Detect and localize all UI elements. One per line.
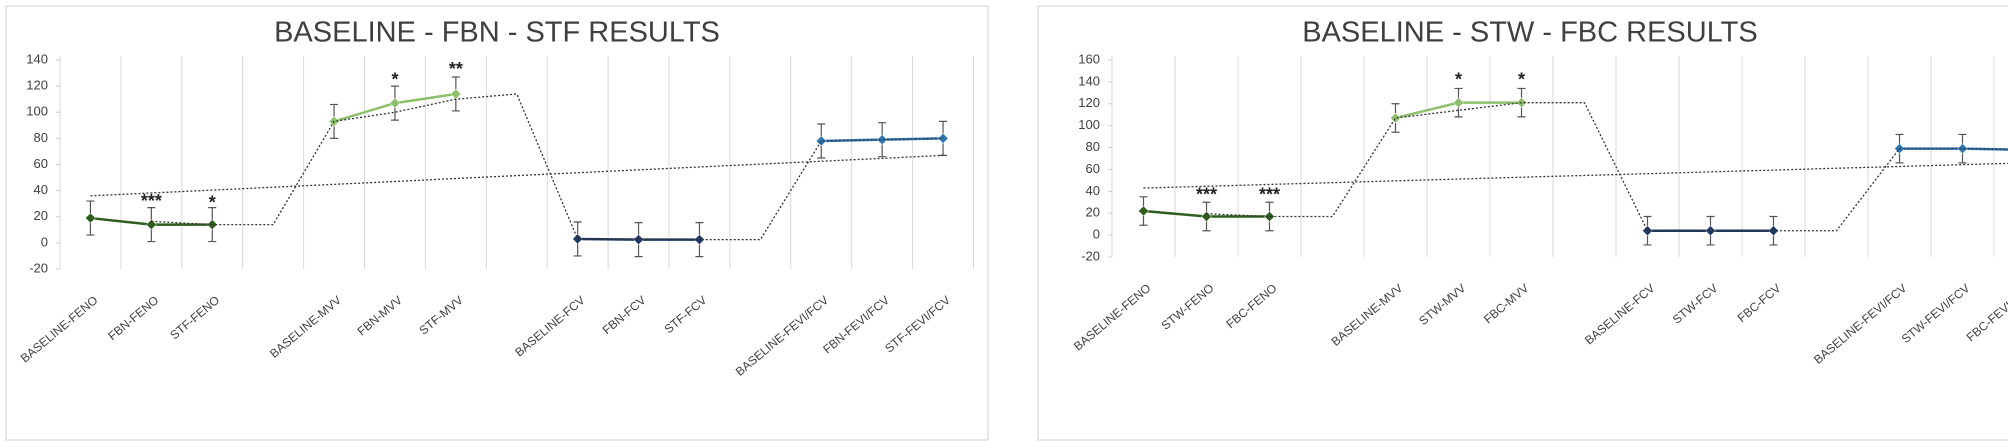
- annotation: ***: [141, 191, 162, 211]
- marker: [1201, 211, 1212, 222]
- y-tick-label: 40: [1086, 183, 1100, 198]
- dotted-line: [151, 93, 944, 241]
- y-tick-label: 20: [1086, 205, 1100, 220]
- marker: [145, 219, 157, 230]
- marker: [633, 234, 644, 245]
- y-tick-label: 140: [1078, 73, 1100, 88]
- y-tick-label: 140: [26, 51, 48, 66]
- y-tick-label: 20: [34, 208, 48, 223]
- marker: [876, 134, 888, 146]
- y-tick-label: 40: [34, 182, 48, 197]
- marker: [389, 97, 401, 109]
- dotted-line: [1206, 102, 2008, 232]
- y-tick-label: 100: [26, 104, 48, 119]
- y-tick-label: -20: [1081, 248, 1100, 263]
- marker: [85, 212, 96, 224]
- y-tick-label: 60: [1086, 161, 1100, 176]
- chart-title: BASELINE - STW - FBC RESULTS: [1302, 17, 1757, 49]
- marker: [1957, 143, 1968, 155]
- marker: [1642, 225, 1653, 237]
- y-tick-label: 120: [1078, 95, 1100, 110]
- annotation: ***: [1259, 184, 1280, 204]
- annotation: *: [1455, 70, 1462, 90]
- annotation: *: [209, 192, 216, 212]
- chart-frame: [5, 5, 989, 441]
- y-tick-label: 60: [34, 156, 48, 171]
- dotted-line: [1143, 162, 2008, 189]
- y-tick-label: 80: [1086, 139, 1100, 154]
- y-tick-label: 120: [26, 78, 48, 93]
- marker: [1453, 97, 1464, 109]
- annotation: **: [449, 59, 463, 79]
- annotation: ***: [1196, 184, 1217, 204]
- marker: [1264, 211, 1275, 222]
- annotation: *: [391, 70, 398, 90]
- marker: [1138, 205, 1149, 217]
- y-tick-label: 160: [1078, 51, 1100, 66]
- marker: [1705, 225, 1716, 237]
- chart-title: BASELINE - FBN - STF RESULTS: [274, 17, 720, 49]
- marker: [815, 135, 827, 147]
- y-tick-label: -20: [29, 260, 48, 275]
- chart-frame: [1037, 5, 2008, 441]
- y-tick-label: 0: [1093, 227, 1100, 242]
- y-tick-label: 100: [1078, 117, 1100, 132]
- y-tick-label: 0: [41, 234, 48, 249]
- annotation: *: [1518, 70, 1525, 90]
- marker: [572, 233, 584, 245]
- y-tick-label: 80: [34, 130, 48, 145]
- marker: [1390, 112, 1401, 124]
